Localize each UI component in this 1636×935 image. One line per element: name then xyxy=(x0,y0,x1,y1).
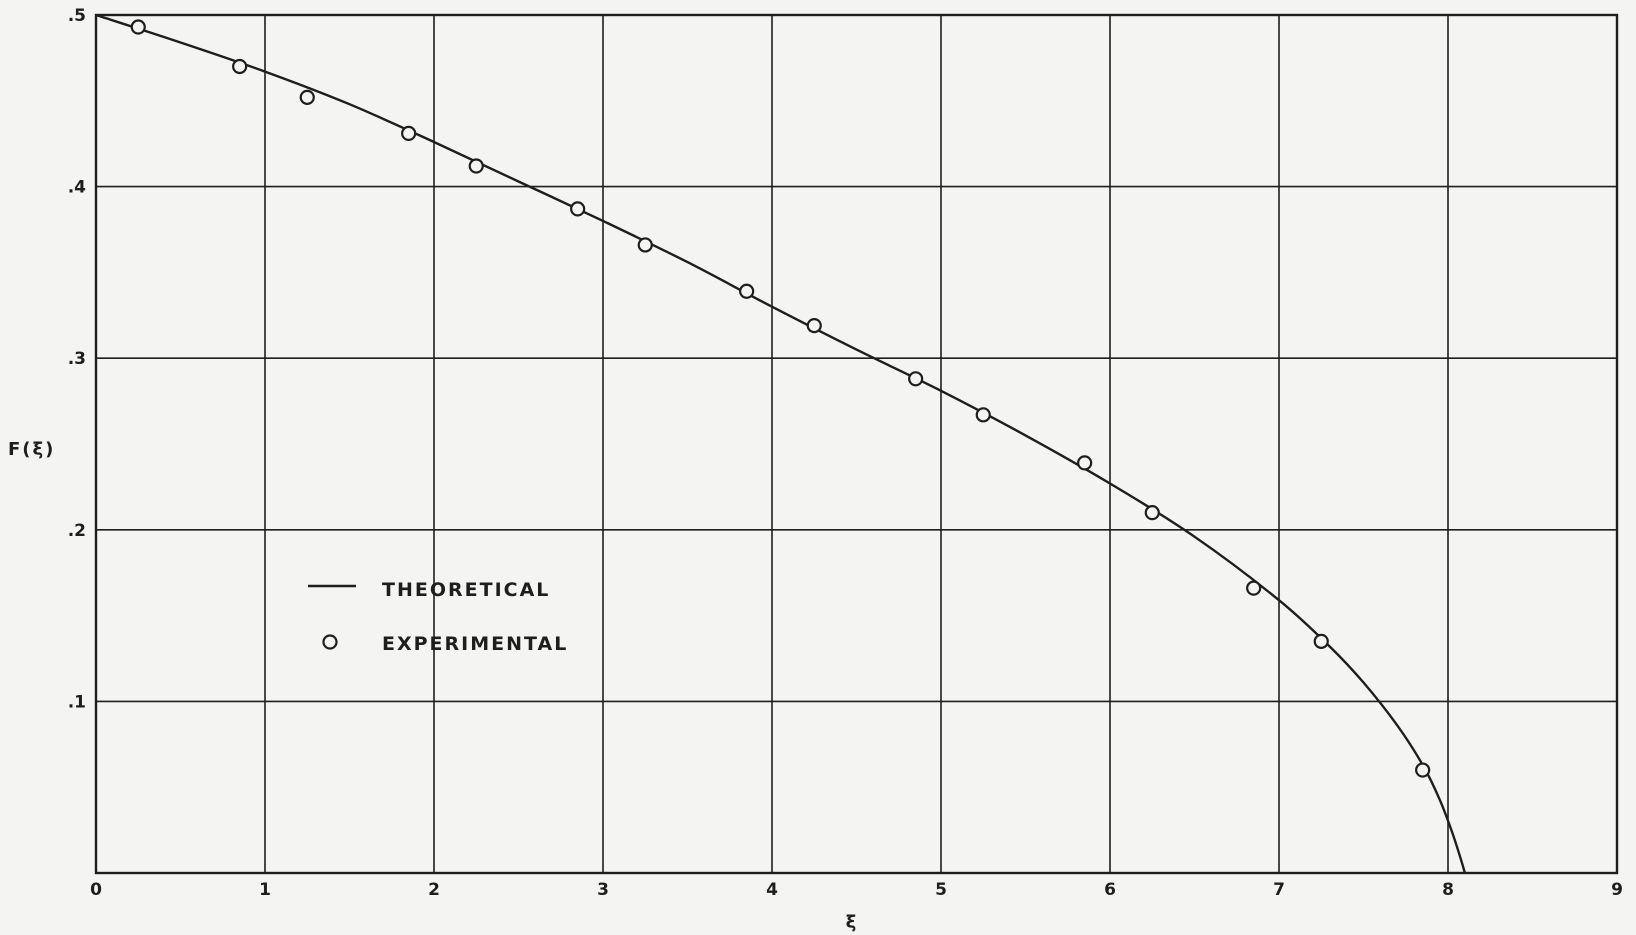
grid xyxy=(96,15,1617,873)
y-tick-label: .4 xyxy=(68,178,86,198)
data-point-experimental xyxy=(1077,455,1093,471)
x-tick-label: 7 xyxy=(1273,880,1285,900)
x-tick-label: 0 xyxy=(90,880,102,900)
y-tick-labels: .1 .2 .3 .4 .5 xyxy=(68,6,86,712)
data-point-experimental xyxy=(739,283,755,299)
plot-frame xyxy=(94,13,1619,875)
data-point-experimental xyxy=(1246,580,1262,596)
data-point-experimental xyxy=(570,201,586,217)
legend: THEORETICAL EXPERIMENTAL xyxy=(308,579,568,655)
data-point-experimental xyxy=(468,158,484,174)
y-tick-label: .1 xyxy=(68,692,86,712)
data-point-experimental xyxy=(975,407,991,423)
x-tick-label: 4 xyxy=(766,880,778,900)
x-tick-label: 1 xyxy=(259,880,271,900)
data-point-experimental xyxy=(130,19,146,35)
series-line-theoretical xyxy=(95,13,1467,874)
data-point-experimental xyxy=(806,317,822,334)
y-tick-label: .2 xyxy=(68,521,86,541)
data-point-experimental xyxy=(401,125,417,142)
data-point-experimental xyxy=(908,371,924,387)
legend-label-theoretical: THEORETICAL xyxy=(382,579,550,601)
y-tick-label: .3 xyxy=(68,349,86,369)
x-axis-label: ξ xyxy=(846,912,859,933)
y-tick-label: .5 xyxy=(68,6,86,26)
data-point-experimental xyxy=(299,89,315,105)
data-point-experimental xyxy=(1415,762,1431,778)
data-point-experimental xyxy=(1313,633,1329,649)
y-axis-label: F(ξ) xyxy=(8,439,55,460)
x-tick-label: 6 xyxy=(1104,880,1116,900)
x-tick-label: 3 xyxy=(597,880,609,900)
x-tick-label: 8 xyxy=(1442,880,1454,900)
data-point-experimental xyxy=(1144,505,1160,521)
x-tick-labels: 0 1 2 3 4 5 6 7 8 9 xyxy=(90,880,1623,900)
data-point-experimental xyxy=(232,58,248,75)
legend-label-experimental: EXPERIMENTAL xyxy=(382,633,568,655)
data-point-experimental xyxy=(637,237,653,253)
x-tick-label: 2 xyxy=(428,880,440,900)
x-tick-label: 5 xyxy=(935,880,947,900)
series-layer xyxy=(95,13,1467,874)
legend-marker-swatch xyxy=(322,634,338,650)
x-tick-label: 9 xyxy=(1611,880,1623,900)
